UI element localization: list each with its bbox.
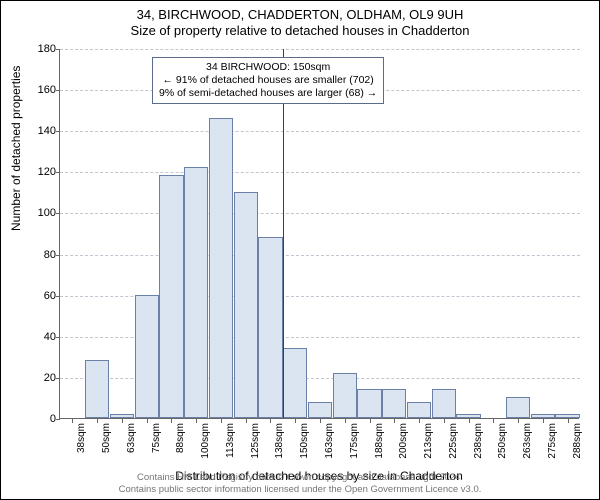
histogram-bar bbox=[110, 414, 134, 418]
histogram-bar bbox=[506, 397, 530, 418]
ytick-label: 180 bbox=[28, 43, 56, 55]
histogram-bar bbox=[357, 389, 381, 418]
histogram-bar bbox=[234, 192, 258, 418]
ytick-label: 80 bbox=[28, 249, 56, 261]
ytick-mark bbox=[56, 213, 60, 214]
xtick-label: 163sqm bbox=[324, 423, 335, 459]
ytick-label: 40 bbox=[28, 331, 56, 343]
ytick-label: 120 bbox=[28, 166, 56, 178]
ytick-label: 60 bbox=[28, 290, 56, 302]
ytick-label: 140 bbox=[28, 125, 56, 137]
attribution-line2: Contains public sector information licen… bbox=[1, 484, 599, 495]
histogram-bar bbox=[135, 295, 159, 418]
xtick-mark bbox=[320, 419, 321, 423]
xtick-label: 50sqm bbox=[101, 423, 112, 453]
chart-title-block: 34, BIRCHWOOD, CHADDERTON, OLDHAM, OL9 9… bbox=[1, 1, 599, 38]
histogram-bar bbox=[209, 118, 233, 418]
xtick-label: 38sqm bbox=[76, 423, 87, 453]
xtick-label: 250sqm bbox=[497, 423, 508, 459]
annotation-line3: 9% of semi-detached houses are larger (6… bbox=[159, 87, 377, 100]
xtick-mark bbox=[196, 419, 197, 423]
ytick-mark bbox=[56, 296, 60, 297]
annotation-box: 34 BIRCHWOOD: 150sqm← 91% of detached ho… bbox=[152, 57, 384, 104]
xtick-mark bbox=[444, 419, 445, 423]
xtick-mark bbox=[518, 419, 519, 423]
xtick-mark bbox=[171, 419, 172, 423]
histogram-bar bbox=[283, 348, 307, 418]
gridline bbox=[60, 172, 580, 173]
attribution-text: Contains HM Land Registry data © Crown c… bbox=[1, 472, 599, 495]
histogram-bar bbox=[333, 373, 357, 418]
histogram-bar bbox=[531, 414, 555, 418]
xtick-mark bbox=[270, 419, 271, 423]
ytick-label: 100 bbox=[28, 207, 56, 219]
xtick-label: 100sqm bbox=[200, 423, 211, 459]
chart-area: 02040608010012014016018038sqm50sqm63sqm7… bbox=[59, 49, 579, 419]
xtick-label: 63sqm bbox=[126, 423, 137, 453]
xtick-mark bbox=[72, 419, 73, 423]
title-line2: Size of property relative to detached ho… bbox=[1, 23, 599, 38]
xtick-mark bbox=[493, 419, 494, 423]
annotation-line1: 34 BIRCHWOOD: 150sqm bbox=[159, 61, 377, 74]
xtick-label: 288sqm bbox=[572, 423, 583, 459]
ytick-mark bbox=[56, 378, 60, 379]
ytick-mark bbox=[56, 255, 60, 256]
ytick-label: 0 bbox=[28, 413, 56, 425]
ytick-label: 20 bbox=[28, 372, 56, 384]
histogram-bar bbox=[258, 237, 282, 418]
histogram-bar bbox=[159, 175, 183, 418]
xtick-mark bbox=[122, 419, 123, 423]
xtick-mark bbox=[394, 419, 395, 423]
ytick-mark bbox=[56, 419, 60, 420]
gridline bbox=[60, 255, 580, 256]
ytick-mark bbox=[56, 90, 60, 91]
histogram-bar bbox=[382, 389, 406, 418]
ytick-label: 160 bbox=[28, 84, 56, 96]
ytick-mark bbox=[56, 49, 60, 50]
attribution-line1: Contains HM Land Registry data © Crown c… bbox=[1, 472, 599, 483]
annotation-line2: ← 91% of detached houses are smaller (70… bbox=[159, 74, 377, 87]
xtick-label: 75sqm bbox=[151, 423, 162, 453]
title-line1: 34, BIRCHWOOD, CHADDERTON, OLDHAM, OL9 9… bbox=[1, 7, 599, 22]
xtick-label: 275sqm bbox=[547, 423, 558, 459]
plot-region: 02040608010012014016018038sqm50sqm63sqm7… bbox=[59, 49, 579, 419]
xtick-label: 225sqm bbox=[448, 423, 459, 459]
gridline bbox=[60, 213, 580, 214]
histogram-bar bbox=[456, 414, 480, 418]
histogram-bar bbox=[184, 167, 208, 418]
xtick-label: 188sqm bbox=[374, 423, 385, 459]
xtick-label: 125sqm bbox=[250, 423, 261, 459]
xtick-mark bbox=[295, 419, 296, 423]
xtick-mark bbox=[568, 419, 569, 423]
histogram-bar bbox=[407, 402, 431, 418]
xtick-mark bbox=[221, 419, 222, 423]
ytick-mark bbox=[56, 131, 60, 132]
xtick-mark bbox=[370, 419, 371, 423]
xtick-label: 175sqm bbox=[349, 423, 360, 459]
xtick-mark bbox=[469, 419, 470, 423]
xtick-mark bbox=[97, 419, 98, 423]
xtick-mark bbox=[419, 419, 420, 423]
xtick-label: 200sqm bbox=[398, 423, 409, 459]
xtick-label: 238sqm bbox=[473, 423, 484, 459]
ytick-mark bbox=[56, 337, 60, 338]
histogram-bar bbox=[432, 389, 456, 418]
histogram-bar bbox=[555, 414, 579, 418]
xtick-mark bbox=[246, 419, 247, 423]
ytick-mark bbox=[56, 172, 60, 173]
xtick-label: 150sqm bbox=[299, 423, 310, 459]
xtick-mark bbox=[345, 419, 346, 423]
gridline bbox=[60, 131, 580, 132]
xtick-label: 263sqm bbox=[522, 423, 533, 459]
histogram-bar bbox=[308, 402, 332, 418]
xtick-mark bbox=[543, 419, 544, 423]
xtick-label: 113sqm bbox=[225, 423, 236, 458]
histogram-bar bbox=[85, 360, 109, 418]
xtick-mark bbox=[147, 419, 148, 423]
xtick-label: 138sqm bbox=[274, 423, 285, 459]
gridline bbox=[60, 49, 580, 50]
y-axis-label: Number of detached properties bbox=[9, 66, 23, 231]
xtick-label: 88sqm bbox=[175, 423, 186, 453]
xtick-label: 213sqm bbox=[423, 423, 434, 459]
